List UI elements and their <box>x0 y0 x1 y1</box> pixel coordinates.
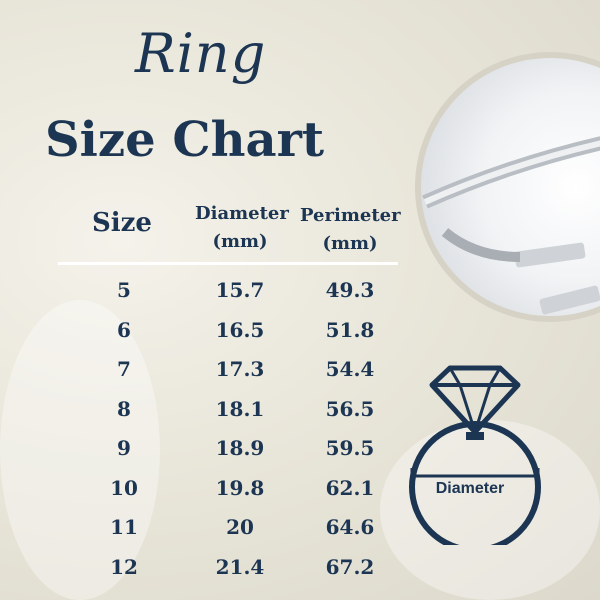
cell-perimeter: 54.4 <box>325 357 375 381</box>
cell-size: 12 <box>110 554 138 579</box>
header-perimeter-label: Perimeter <box>300 205 401 226</box>
cell-perimeter: 64.6 <box>325 515 375 539</box>
cell-diameter: 18.1 <box>215 396 265 421</box>
cell-size: 11 <box>110 515 138 539</box>
header-diameter: Diameter (mm) <box>195 200 289 256</box>
diamond-ring-icon <box>409 365 541 545</box>
cell-size: 9 <box>117 436 131 460</box>
cell-perimeter: 56.5 <box>325 396 375 421</box>
cell-perimeter: 51.8 <box>325 317 375 342</box>
cell-diameter: 17.3 <box>215 357 265 381</box>
cell-size: 5 <box>117 278 131 302</box>
cell-diameter: 15.7 <box>215 278 265 302</box>
title-script: Ring <box>135 22 267 85</box>
cell-size: 10 <box>110 475 138 500</box>
silk-fold <box>0 300 160 600</box>
cell-perimeter: 49.3 <box>325 278 375 302</box>
cell-size: 6 <box>117 317 131 342</box>
header-divider <box>58 262 398 265</box>
cell-perimeter: 67.2 <box>325 554 375 579</box>
header-diameter-label: Diameter <box>195 203 289 224</box>
header-size: Size <box>92 208 152 238</box>
cell-diameter: 16.5 <box>215 317 265 342</box>
ring-photo <box>415 52 600 322</box>
page-title: Size Chart <box>45 112 325 168</box>
cell-diameter: 21.4 <box>215 554 265 579</box>
diagram-label: Diameter <box>435 480 505 497</box>
cell-diameter: 19.8 <box>215 475 265 500</box>
header-perimeter: Perimeter (mm) <box>300 202 401 258</box>
cell-diameter: 20 <box>226 515 254 539</box>
cell-perimeter: 62.1 <box>325 475 375 500</box>
header-diameter-unit: (mm) <box>212 231 268 252</box>
cell-perimeter: 59.5 <box>325 436 375 460</box>
header-perimeter-unit: (mm) <box>322 233 378 254</box>
cell-size: 7 <box>117 357 131 381</box>
cell-size: 8 <box>117 396 131 421</box>
cell-diameter: 18.9 <box>215 436 265 460</box>
